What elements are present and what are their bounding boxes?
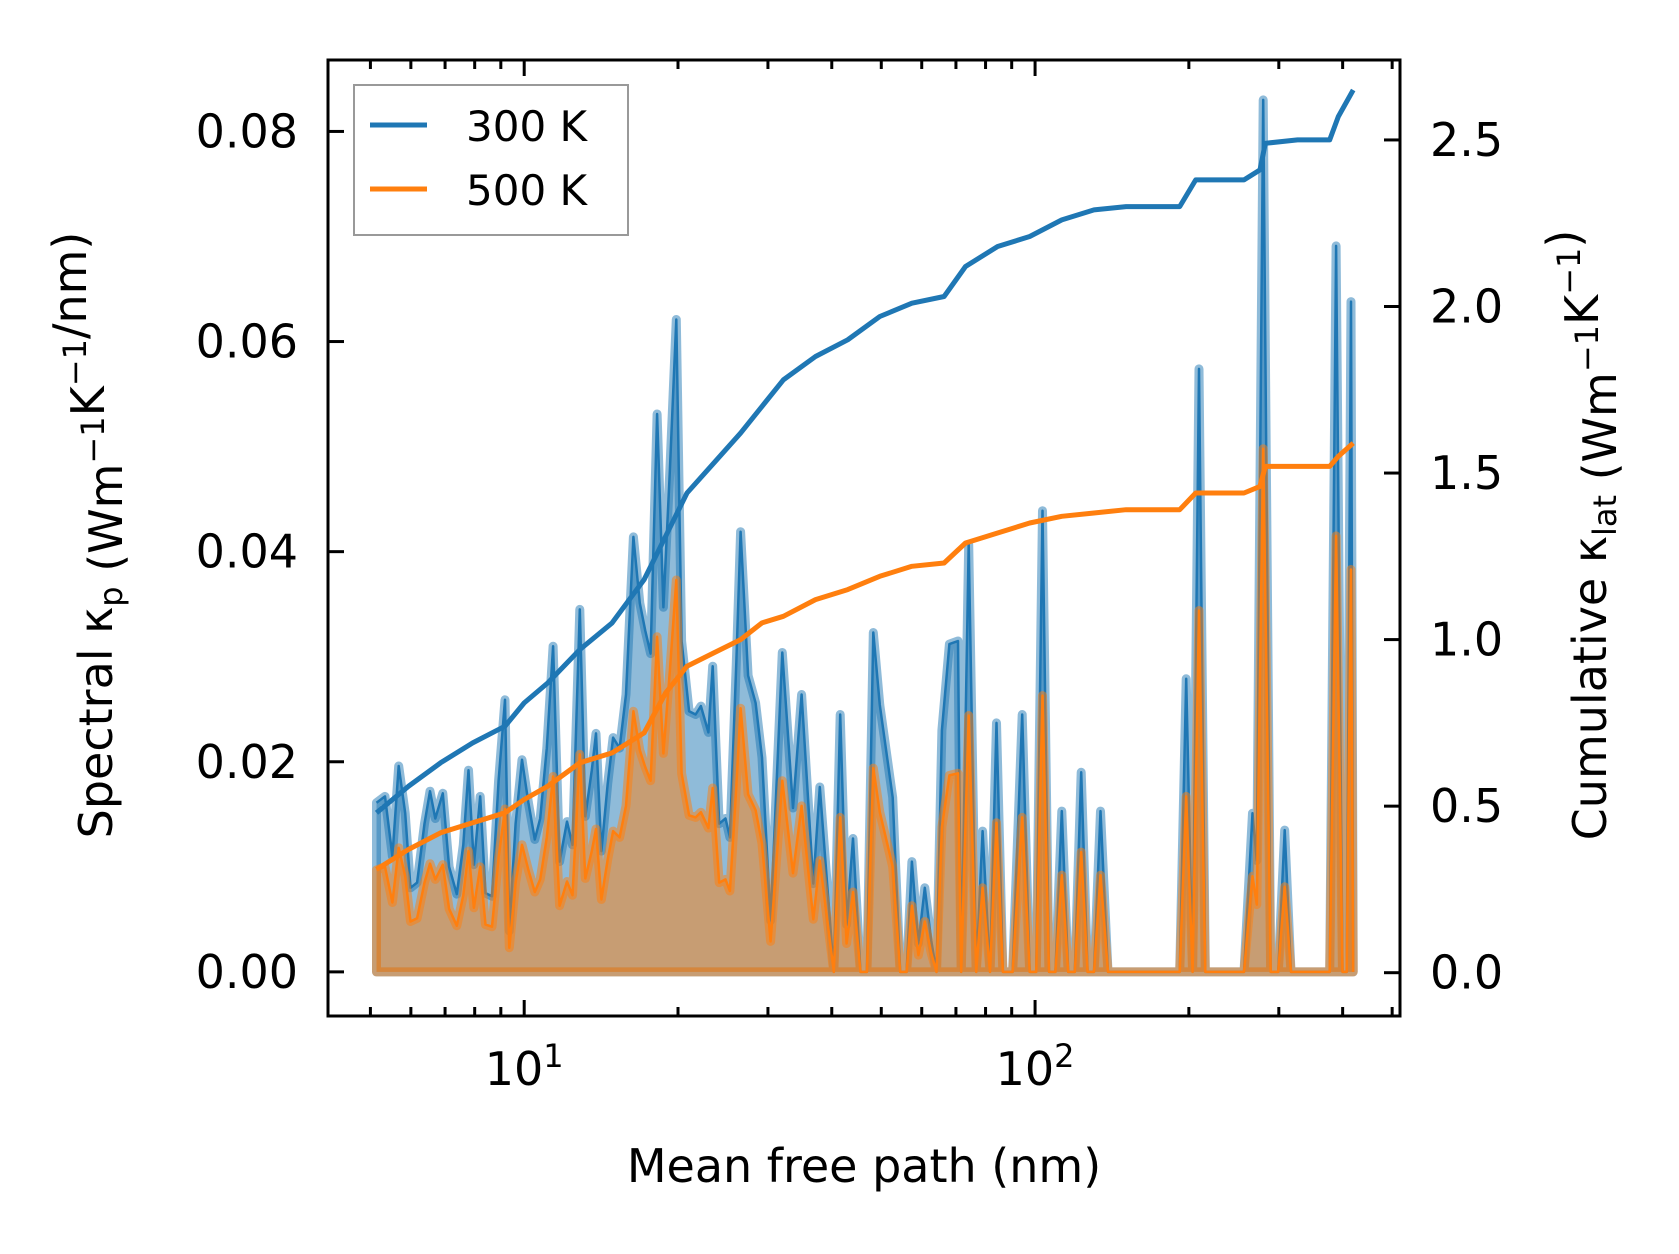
y-right-tick-label: 2.5: [1430, 113, 1503, 167]
axis-label-sub: lat: [1586, 495, 1624, 536]
axis-label-text: Spectral κ: [69, 607, 123, 839]
y-left-tick-label: 0.06: [196, 315, 298, 369]
y-right-tick-label: 0.5: [1430, 779, 1503, 833]
y-right-tick-label: 1.0: [1430, 613, 1503, 667]
legend: 300 K 500 K: [353, 84, 629, 236]
axis-label-sup: −1: [74, 416, 112, 463]
legend-label-500k: 500 K: [466, 166, 589, 215]
cumulative-line-500k: [375, 441, 1355, 872]
axis-label-text: K: [1555, 293, 1609, 325]
legend-label-300k: 300 K: [466, 102, 589, 151]
x-tick-exponent: 2: [1054, 1037, 1074, 1075]
y-left-tick-label: 0.00: [196, 945, 298, 999]
y-axis-label-right: Cumulative κlat (Wm−1K−1): [1537, 230, 1627, 841]
y-right-tick-label: 1.5: [1430, 446, 1503, 500]
legend-box: [353, 84, 629, 236]
cumulative-line-300k: [374, 88, 1356, 815]
y-axis-label-left: Spectral κp (Wm−1K−1/nm): [43, 232, 133, 839]
x-tick-label: 101: [485, 1037, 564, 1096]
axis-label-text: K: [61, 384, 115, 416]
y-left-tick-label: 0.04: [196, 525, 298, 579]
y-right-tick-label: 2.0: [1430, 279, 1503, 333]
axis-label-sup: −1: [56, 339, 94, 386]
y-left-tick-label: 0.02: [196, 735, 298, 789]
axis-label-sub: p: [92, 586, 130, 606]
axis-label-text: Cumulative κ: [1563, 536, 1617, 840]
spectral-line-500k: [376, 447, 1355, 974]
plot-area: [372, 88, 1358, 977]
axis-label-text: (Wm: [79, 464, 133, 587]
axes-frame: [326, 58, 1402, 1018]
axis-label-text: (Wm: [1573, 372, 1627, 495]
x-tick-base: 10: [485, 1042, 544, 1096]
x-tick-exponent: 1: [543, 1037, 563, 1075]
x-tick-base: 10: [996, 1042, 1055, 1096]
axis-label-text: ): [1537, 230, 1591, 248]
y-left-tick-label: 0.08: [196, 104, 298, 158]
axis-label-sup: −1: [1568, 325, 1606, 372]
axis-label-text: /nm): [43, 232, 97, 339]
axis-label-sup: −1: [1550, 248, 1588, 295]
x-tick-label: 102: [996, 1037, 1075, 1096]
x-axis-label: Mean free path (nm): [627, 1139, 1101, 1193]
y-right-tick-label: 0.0: [1430, 946, 1503, 1000]
axis-ticks: 101 1020.000.020.040.060.080.00.51.01.52.…: [196, 60, 1503, 1096]
